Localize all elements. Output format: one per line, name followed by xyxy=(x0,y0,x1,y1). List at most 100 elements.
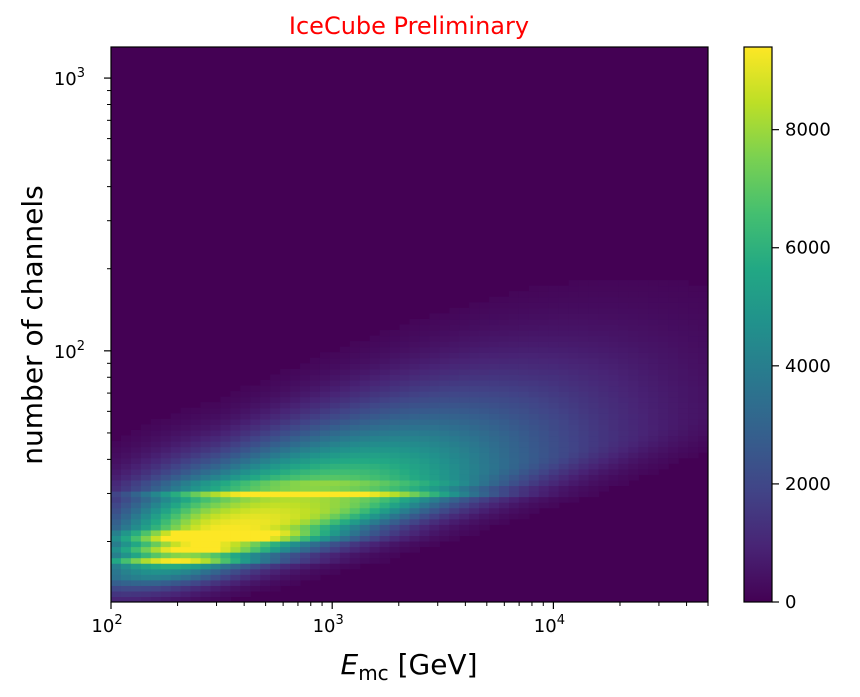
heatmap-cell xyxy=(608,335,620,342)
heatmap-cell xyxy=(111,474,122,481)
heatmap-cell xyxy=(230,579,241,586)
heatmap-cell xyxy=(399,441,411,448)
heatmap-cell xyxy=(250,491,261,498)
heatmap-cell xyxy=(359,368,371,376)
heatmap-cell xyxy=(628,346,639,353)
heatmap-cell xyxy=(479,341,490,348)
heatmap-cell xyxy=(300,391,311,398)
heatmap-cell xyxy=(618,318,629,326)
heatmap-cell xyxy=(538,302,550,309)
heatmap-cell xyxy=(558,441,570,448)
heatmap-cell xyxy=(499,513,510,520)
heatmap-cell xyxy=(648,435,659,442)
heatmap-cell xyxy=(558,407,570,414)
heatmap-cell xyxy=(469,452,480,459)
heatmap-cell xyxy=(608,479,620,487)
heatmap-cell xyxy=(319,491,331,498)
heatmap-cell xyxy=(290,485,301,492)
heatmap-cell xyxy=(678,346,689,353)
heatmap-cell xyxy=(688,335,699,342)
heatmap-cell xyxy=(210,557,222,564)
heatmap-cell xyxy=(588,285,600,292)
heatmap-cell xyxy=(509,324,520,331)
heatmap-cell xyxy=(270,529,281,536)
heatmap-cell xyxy=(349,491,361,498)
heatmap-cell xyxy=(628,446,639,453)
heatmap-cell xyxy=(688,307,699,314)
heatmap-cell xyxy=(260,479,271,487)
heatmap-cell xyxy=(399,324,411,331)
heatmap-cell xyxy=(329,513,341,520)
heatmap-cell xyxy=(648,407,659,414)
heatmap-cell xyxy=(130,546,142,553)
heatmap-cell xyxy=(499,435,510,442)
heatmap-cell xyxy=(528,496,540,503)
x-axis-label-unit: [GeV] xyxy=(389,648,478,681)
heatmap-cell xyxy=(150,557,162,564)
heatmap-cell xyxy=(499,385,510,392)
heatmap-cell xyxy=(190,513,202,520)
heatmap-cell xyxy=(230,396,241,403)
heatmap-cell xyxy=(359,468,371,475)
heatmap-cell xyxy=(349,407,361,414)
heatmap-cell xyxy=(578,452,590,459)
heatmap-cell xyxy=(280,463,291,470)
heatmap-cell xyxy=(538,407,550,414)
heatmap-cell xyxy=(528,380,540,387)
heatmap-cell xyxy=(290,368,301,376)
heatmap-cell xyxy=(558,302,570,309)
heatmap-cell xyxy=(588,346,600,353)
heatmap-cell xyxy=(509,307,520,314)
heatmap-cell xyxy=(558,313,570,320)
heatmap-cell xyxy=(140,596,152,602)
heatmap-cell xyxy=(160,590,172,598)
heatmap-cell xyxy=(369,513,381,520)
heatmap-cell xyxy=(638,368,649,376)
heatmap-cell xyxy=(130,568,142,575)
heatmap-cell xyxy=(150,585,162,592)
heatmap-cell xyxy=(618,446,629,453)
heatmap-cell xyxy=(300,468,311,475)
heatmap-cell xyxy=(220,424,231,431)
heatmap-cell xyxy=(310,479,321,487)
heatmap-cell xyxy=(578,418,590,425)
heatmap-cell xyxy=(578,335,590,342)
heatmap-cell xyxy=(489,413,500,420)
heatmap-cell xyxy=(568,318,580,326)
heatmap-cell xyxy=(558,291,570,298)
heatmap-cell xyxy=(658,413,669,420)
heatmap-cell xyxy=(608,291,620,298)
heatmap-cell xyxy=(190,546,202,553)
heatmap-cell xyxy=(160,579,172,586)
heatmap-cell xyxy=(280,441,291,448)
heatmap-cell xyxy=(230,452,241,459)
heatmap-cell xyxy=(280,485,291,492)
heatmap-cell xyxy=(369,474,381,481)
heatmap-cell xyxy=(120,435,132,442)
heatmap-cell xyxy=(518,418,530,425)
heatmap-cell xyxy=(558,457,570,464)
heatmap-cell xyxy=(518,302,530,309)
heatmap-cell xyxy=(439,518,450,525)
heatmap-cell xyxy=(538,324,550,331)
heatmap-cell xyxy=(180,407,192,414)
heatmap-cell xyxy=(319,418,331,425)
heatmap-cell xyxy=(459,507,470,514)
heatmap-cell xyxy=(210,574,222,581)
heatmap-cell xyxy=(578,491,590,498)
heatmap-cell xyxy=(270,524,281,531)
heatmap-cell xyxy=(150,463,162,470)
heatmap-cell xyxy=(359,363,371,370)
heatmap-cell xyxy=(190,485,202,492)
heatmap-cell xyxy=(449,507,460,514)
heatmap-cell xyxy=(698,296,708,303)
heatmap-cell xyxy=(170,496,182,503)
heatmap-cell xyxy=(638,463,649,470)
heatmap-cell xyxy=(469,330,480,337)
heatmap-cell xyxy=(528,413,540,420)
heatmap-cell xyxy=(568,352,580,359)
heatmap-cell xyxy=(280,413,291,420)
heatmap-cell xyxy=(608,302,620,309)
heatmap-cell xyxy=(628,330,639,337)
